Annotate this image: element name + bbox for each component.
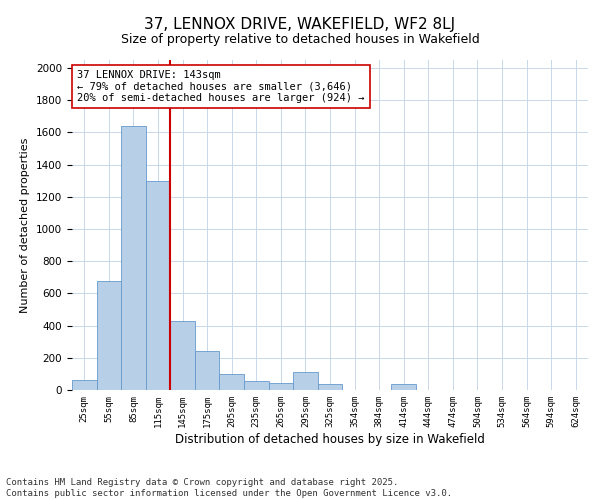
- Bar: [97, 280, 121, 390]
- Bar: [170, 321, 195, 390]
- Bar: [269, 383, 293, 390]
- Bar: [220, 374, 244, 390]
- Bar: [121, 126, 146, 390]
- Text: 37 LENNOX DRIVE: 143sqm
← 79% of detached houses are smaller (3,646)
20% of semi: 37 LENNOX DRIVE: 143sqm ← 79% of detache…: [77, 70, 365, 103]
- Bar: [195, 352, 220, 390]
- Bar: [318, 384, 342, 390]
- Bar: [146, 180, 170, 390]
- Bar: [391, 384, 416, 390]
- Text: Size of property relative to detached houses in Wakefield: Size of property relative to detached ho…: [121, 32, 479, 46]
- Bar: [293, 372, 318, 390]
- Text: 37, LENNOX DRIVE, WAKEFIELD, WF2 8LJ: 37, LENNOX DRIVE, WAKEFIELD, WF2 8LJ: [145, 18, 455, 32]
- X-axis label: Distribution of detached houses by size in Wakefield: Distribution of detached houses by size …: [175, 432, 485, 446]
- Bar: [244, 381, 269, 390]
- Bar: [72, 380, 97, 390]
- Y-axis label: Number of detached properties: Number of detached properties: [20, 138, 31, 312]
- Text: Contains HM Land Registry data © Crown copyright and database right 2025.
Contai: Contains HM Land Registry data © Crown c…: [6, 478, 452, 498]
